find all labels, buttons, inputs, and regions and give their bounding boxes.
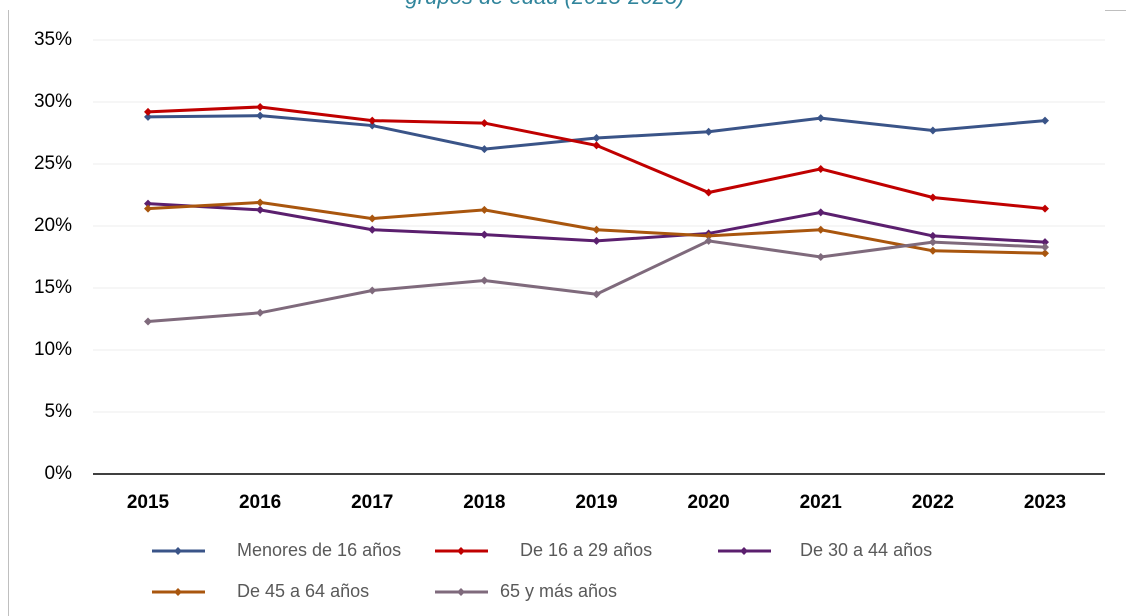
- point: [592, 236, 601, 245]
- point: [256, 111, 265, 120]
- legend-label: De 30 a 44 años: [800, 540, 932, 560]
- point: [928, 238, 937, 247]
- point: [368, 121, 377, 130]
- point: [1041, 204, 1049, 213]
- x-tick-label: 2020: [687, 492, 729, 513]
- point: [480, 276, 489, 285]
- point: [704, 127, 713, 136]
- legend-label: De 16 a 29 años: [520, 540, 652, 560]
- point: [816, 253, 825, 261]
- point: [1041, 238, 1049, 247]
- legend-marker: [740, 547, 748, 555]
- legend-marker: [457, 547, 465, 555]
- point: [256, 205, 265, 214]
- point: [144, 204, 152, 213]
- y-tick-label: 10%: [34, 339, 72, 360]
- point: [480, 230, 489, 239]
- x-tick-label: 2022: [912, 492, 954, 513]
- point: [928, 246, 937, 255]
- point: [592, 290, 601, 299]
- point: [368, 225, 377, 234]
- point: [256, 102, 265, 111]
- y-tick-label: 15%: [34, 277, 72, 298]
- point: [592, 133, 601, 142]
- x-tick-label: 2016: [239, 492, 281, 513]
- point: [1041, 116, 1049, 125]
- x-tick-label: 2023: [1024, 492, 1066, 513]
- point: [368, 116, 377, 125]
- point: [704, 231, 713, 240]
- point: [144, 199, 152, 208]
- point: [1041, 249, 1049, 258]
- point: [928, 126, 937, 135]
- series-line: [147, 202, 1046, 244]
- point: [816, 225, 825, 234]
- point: [368, 214, 377, 223]
- x-tick-label: 2018: [463, 492, 505, 513]
- point: [144, 112, 152, 121]
- point: [256, 308, 265, 317]
- point: [816, 114, 825, 123]
- point: [592, 141, 601, 150]
- y-tick-label: 30%: [34, 91, 72, 112]
- y-tick-label: 5%: [45, 401, 73, 422]
- x-tick-label: 2021: [800, 492, 843, 513]
- series-line: [147, 239, 1046, 323]
- point: [480, 119, 489, 128]
- point: [592, 225, 601, 234]
- point: [368, 286, 377, 295]
- point: [480, 145, 489, 154]
- point: [144, 107, 152, 116]
- legend-marker: [174, 588, 182, 596]
- y-tick-label: 20%: [34, 215, 72, 236]
- x-tick-label: 2015: [127, 492, 170, 513]
- series-line: [147, 105, 1046, 211]
- point: [928, 193, 937, 202]
- point: [816, 164, 825, 173]
- legend-marker: [174, 547, 182, 555]
- y-tick-label: 25%: [34, 153, 72, 174]
- chart-title: grupos de edad (2015-2023): [406, 0, 685, 9]
- point: [1041, 243, 1049, 252]
- point: [704, 236, 713, 245]
- point: [928, 231, 937, 240]
- legend-label: Menores de 16 años: [237, 540, 401, 560]
- y-tick-label: 0%: [45, 463, 73, 484]
- x-tick-label: 2019: [575, 492, 617, 513]
- point: [704, 188, 713, 197]
- point: [480, 205, 489, 214]
- legend-label: De 45 a 64 años: [237, 581, 369, 601]
- point: [144, 317, 152, 326]
- y-tick-label: 35%: [34, 29, 72, 50]
- x-tick-label: 2017: [351, 492, 393, 513]
- point: [816, 208, 825, 217]
- legend-marker: [457, 588, 465, 596]
- legend-label: 65 y más años: [500, 581, 617, 601]
- point: [256, 198, 265, 207]
